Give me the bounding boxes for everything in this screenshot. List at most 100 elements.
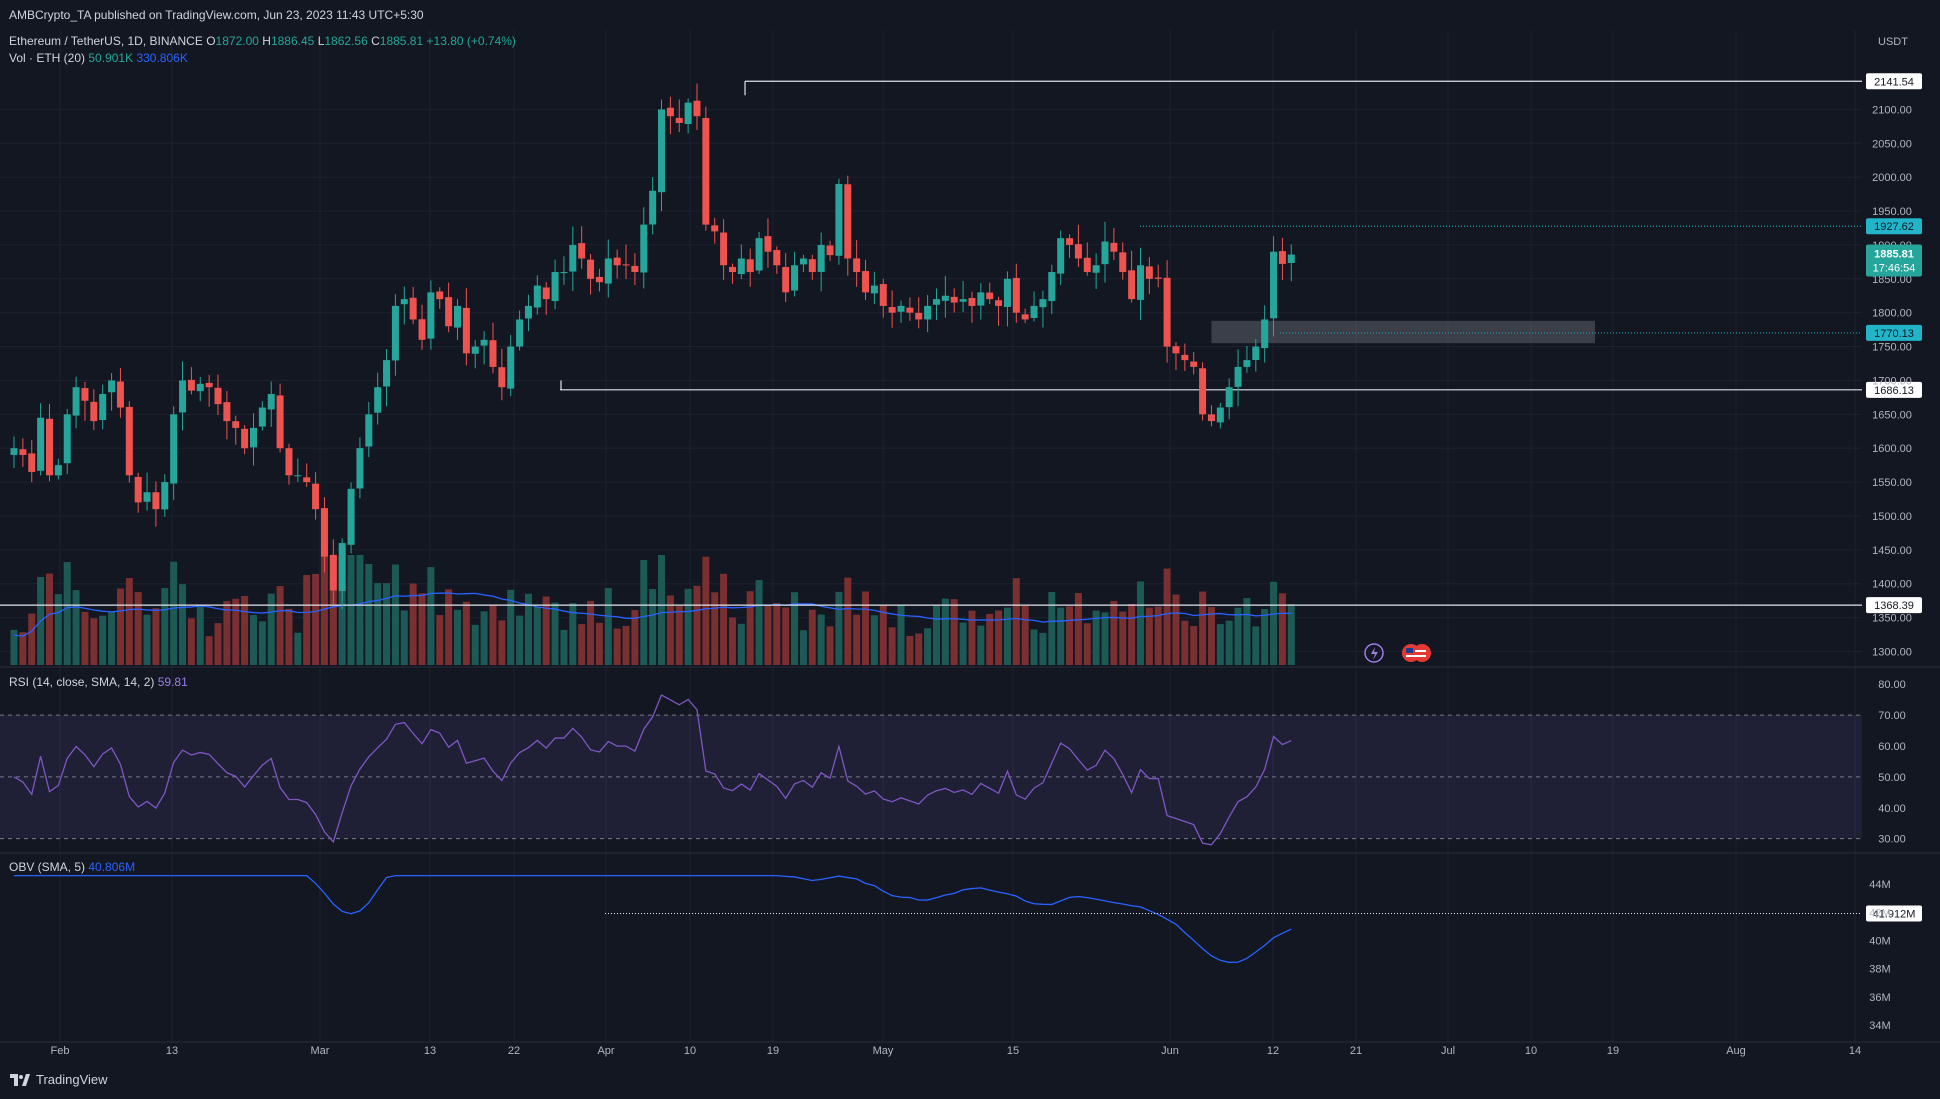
candle-body-7 xyxy=(72,387,80,416)
candle-body-101 xyxy=(906,307,914,313)
time-tick-3: 13 xyxy=(424,1045,436,1057)
volume-label[interactable]: Vol · ETH (20) xyxy=(9,51,86,65)
volume-bar-114 xyxy=(1021,605,1029,665)
candle-body-105 xyxy=(941,295,949,301)
volume-bar-97 xyxy=(870,615,878,665)
candle-body-110 xyxy=(986,292,994,300)
volume-bar-119 xyxy=(1066,606,1074,665)
level-label-2: 1770.13 xyxy=(1874,328,1914,340)
price-axis: 2100.002050.002000.001950.001900.001850.… xyxy=(1866,104,1922,658)
volume-bar-1 xyxy=(19,632,27,665)
volume-bar-81 xyxy=(728,617,736,665)
candle-body-44 xyxy=(400,299,408,305)
candle-body-108 xyxy=(968,297,976,306)
current-price-value: 1885.81 xyxy=(1874,249,1914,261)
candle-body-109 xyxy=(977,292,985,306)
candle-body-28 xyxy=(258,407,266,427)
volume-bar-111 xyxy=(995,610,1003,665)
candle-body-133 xyxy=(1190,361,1198,367)
us-flag-event-icon[interactable] xyxy=(1402,644,1431,662)
candle-body-104 xyxy=(932,299,940,305)
candle-body-3 xyxy=(37,417,45,471)
candle-body-125 xyxy=(1119,252,1127,273)
volume-bar-35 xyxy=(320,555,328,665)
volume-bar-9 xyxy=(90,618,98,665)
volume-bar-73 xyxy=(658,555,666,665)
rsi-label[interactable]: RSI (14, close, SMA, 14, 2) xyxy=(9,675,155,689)
obv-label[interactable]: OBV (SMA, 5) xyxy=(9,860,86,874)
candle-body-63 xyxy=(569,244,577,272)
volume-bar-124 xyxy=(1110,600,1118,665)
time-tick-0: Feb xyxy=(51,1045,70,1057)
volume-bar-129 xyxy=(1154,606,1162,665)
candle-body-59 xyxy=(533,285,541,308)
volume-bar-49 xyxy=(445,589,453,665)
volume-bar-113 xyxy=(1012,578,1020,665)
obv-value: 40.806M xyxy=(88,860,136,874)
candle-body-91 xyxy=(817,244,825,272)
ohlc-high: 1886.45 xyxy=(270,34,315,48)
candle-body-124 xyxy=(1110,242,1118,252)
obv-tick-3: 38M xyxy=(1869,964,1890,976)
volume-bar-72 xyxy=(649,589,657,665)
candle-body-123 xyxy=(1101,241,1109,265)
volume-bar-37 xyxy=(338,555,346,665)
candle-body-85 xyxy=(764,236,772,252)
volume-sma-value: 330.806K xyxy=(136,51,188,65)
volume-bar-38 xyxy=(347,555,355,665)
volume-bar-83 xyxy=(746,591,754,665)
symbol-name[interactable]: Ethereum / TetherUS, 1D, BINANCE xyxy=(9,34,203,48)
price-tick-8: 1700.00 xyxy=(1872,375,1912,387)
time-tick-1: 13 xyxy=(166,1045,178,1057)
volume-bar-68 xyxy=(613,628,621,665)
volume-bar-108 xyxy=(968,610,976,665)
volume-bar-96 xyxy=(862,591,870,665)
candle-body-87 xyxy=(782,267,790,293)
time-tick-2: Mar xyxy=(311,1045,330,1057)
time-tick-11: 12 xyxy=(1267,1045,1279,1057)
candle-body-14 xyxy=(134,476,142,503)
volume-bar-120 xyxy=(1074,593,1082,665)
candle-body-41 xyxy=(374,387,382,413)
volume-bar-94 xyxy=(844,577,852,665)
volume-bar-33 xyxy=(303,575,311,665)
volume-bar-93 xyxy=(835,591,843,665)
candle-body-38 xyxy=(347,488,355,545)
volume-bar-40 xyxy=(365,564,373,665)
candle-body-82 xyxy=(737,258,745,275)
price-tick-2: 2000.00 xyxy=(1872,172,1912,184)
volume-bar-2 xyxy=(28,613,36,665)
volume-bar-133 xyxy=(1190,625,1198,665)
candle-body-36 xyxy=(329,554,337,591)
candle-body-81 xyxy=(728,266,736,273)
volume-bar-116 xyxy=(1039,632,1047,665)
time-tick-9: 15 xyxy=(1007,1045,1019,1057)
candle-body-11 xyxy=(108,380,116,393)
currency-label: USDT xyxy=(1878,36,1908,48)
time-tick-7: 19 xyxy=(767,1045,779,1057)
volume-bar-130 xyxy=(1163,568,1171,665)
price-tick-0: 2100.00 xyxy=(1872,104,1912,116)
volume-bar-57 xyxy=(516,615,524,665)
volume-bar-64 xyxy=(578,624,586,665)
candle-body-1 xyxy=(19,449,27,455)
volume-bar-139 xyxy=(1243,598,1251,665)
candle-body-130 xyxy=(1163,277,1171,347)
volume-bar-137 xyxy=(1225,620,1233,665)
volume-bar-79 xyxy=(711,592,719,665)
volume-bar-21 xyxy=(196,606,204,665)
tradingview-brand[interactable]: TradingView xyxy=(10,1072,108,1087)
candle-body-71 xyxy=(640,224,648,273)
level-label-4: 1368.39 xyxy=(1874,600,1914,612)
candle-body-61 xyxy=(551,272,559,302)
candle-body-43 xyxy=(391,305,399,361)
volume-bar-36 xyxy=(329,555,337,665)
volume-bar-141 xyxy=(1261,608,1269,665)
candle-body-112 xyxy=(1003,278,1011,307)
volume-bar-55 xyxy=(498,620,506,665)
candle-body-74 xyxy=(666,107,674,117)
lightning-icon[interactable] xyxy=(1364,643,1384,663)
demand-zone xyxy=(1211,320,1595,344)
time-tick-8: May xyxy=(873,1045,894,1057)
